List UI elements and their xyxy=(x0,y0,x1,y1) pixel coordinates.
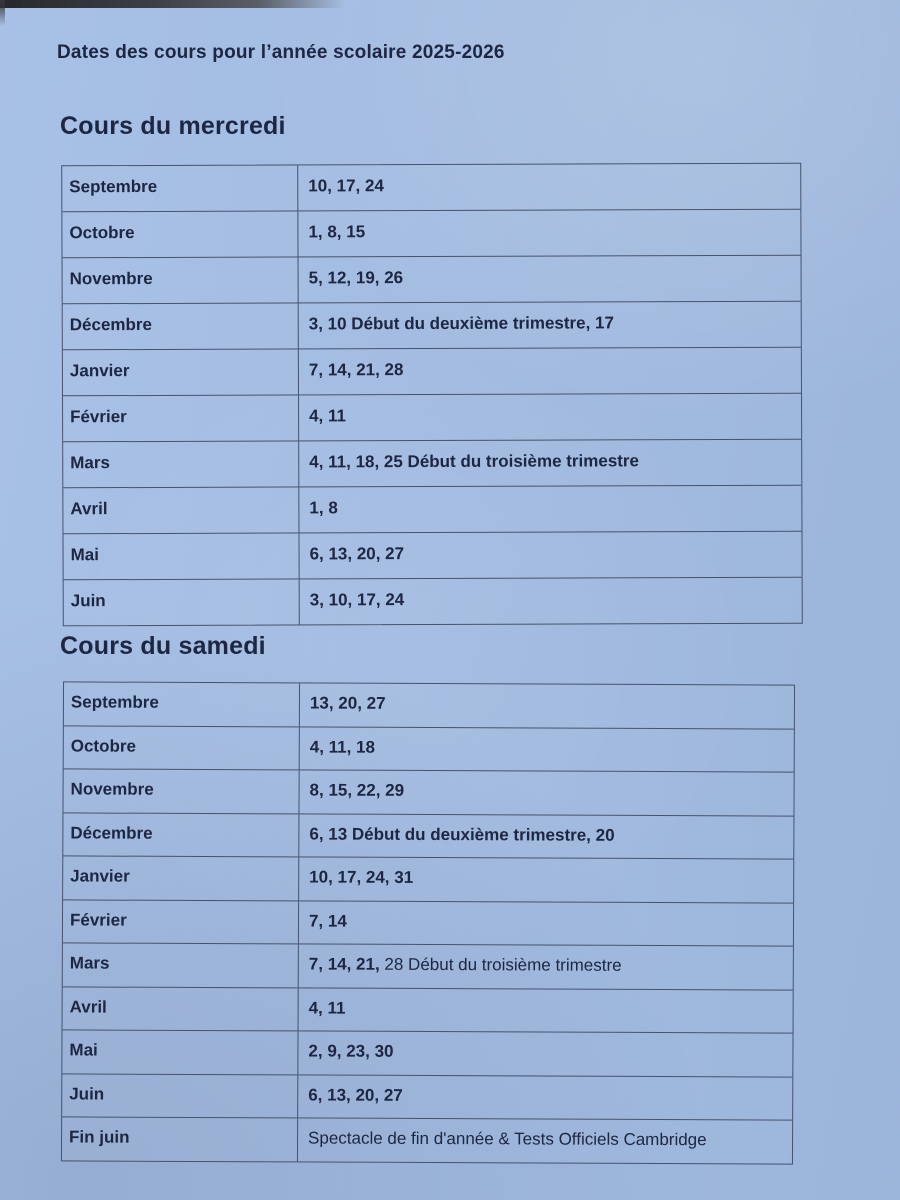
section-heading-mercredi: Cours du mercredi xyxy=(60,112,286,140)
photo-corner-shadow xyxy=(0,0,5,26)
month-cell: Octobre xyxy=(62,211,299,258)
dates-segment: 3, 10 Début du deuxième trimestre, 17 xyxy=(308,313,614,334)
table-row: Décembre 3, 10 Début du deuxième trimestr… xyxy=(62,300,801,350)
month-cell: Décembre xyxy=(62,303,299,350)
dates-cell: 3, 10, 17, 24 xyxy=(300,578,802,625)
dates-segment: 6, 13, 20, 27 xyxy=(308,1084,403,1105)
table-row: Avril 4, 11 xyxy=(62,985,793,1033)
month-cell: Fin juin xyxy=(61,1117,299,1161)
table-row: Janvier 10, 17, 24, 31 xyxy=(63,855,794,903)
dates-cell: 4, 11 xyxy=(299,988,793,1033)
dates-cell: 5, 12, 19, 26 xyxy=(299,256,801,303)
dates-segment: 6, 13, 20, 27 xyxy=(309,544,405,564)
month-cell: Avril xyxy=(62,986,299,1031)
table-row: Juin 6, 13, 20, 27 xyxy=(62,1072,793,1120)
table-row: Mars 7, 14, 21, 28 Début du troisième tri… xyxy=(62,942,793,990)
dates-segment: 10, 17, 24, 31 xyxy=(309,867,414,887)
dates-cell: 10, 17, 24 xyxy=(298,164,800,211)
schedule-table-mercredi: Septembre 10, 17, 24 Octobre 1, 8, 15 Novemb… xyxy=(61,162,803,627)
table-row: Fin juin Spectacle de fin d'année & Tests… xyxy=(61,1116,793,1164)
month-cell: Janvier xyxy=(63,856,300,900)
schedule-table-samedi: Septembre 13, 20, 27 Octobre 4, 11, 18 Novem… xyxy=(60,681,796,1165)
dates-segment: 28 Début du troisième trimestre xyxy=(384,954,622,975)
dates-cell: 10, 17, 24, 31 xyxy=(299,857,793,902)
dates-cell: 7, 14, 21, 28 xyxy=(299,348,801,395)
dates-cell: 1, 8 xyxy=(299,486,801,533)
dates-segment: 7, 14, 21, 28 xyxy=(308,360,404,380)
month-cell: Mai xyxy=(63,533,300,580)
dates-cell: 13, 20, 27 xyxy=(300,683,794,728)
dates-cell: 7, 14, 21, 28 Début du troisième trimest… xyxy=(299,944,793,989)
month-cell: Novembre xyxy=(63,769,300,813)
dates-cell: 1, 8, 15 xyxy=(298,210,800,257)
dates-segment: 4, 11 xyxy=(309,406,346,426)
table-row: Novembre 8, 15, 22, 29 xyxy=(63,768,794,816)
month-cell: Février xyxy=(62,899,300,944)
dates-cell: 4, 11, 18, 25 Début du troisième trimest… xyxy=(299,440,801,487)
dates-segment: 3, 10, 17, 24 xyxy=(309,590,405,610)
dates-segment: 1, 8 xyxy=(309,498,338,518)
month-cell: Avril xyxy=(63,487,300,534)
dates-segment: Spectacle de fin d'année & Tests Officie… xyxy=(308,1128,707,1150)
table-row: Mai 6, 13, 20, 27 xyxy=(63,530,802,580)
dates-cell: 3, 10 Début du deuxième trimestre, 17 xyxy=(299,302,801,349)
dates-cell: 6, 13, 20, 27 xyxy=(299,532,801,579)
month-cell: Décembre xyxy=(63,812,300,857)
section-heading-samedi: Cours du samedi xyxy=(60,632,266,660)
table-row: Octobre 1, 8, 15 xyxy=(62,208,801,258)
table-row: Juin 3, 10, 17, 24 xyxy=(63,576,802,626)
table-row: Septembre 13, 20, 27 xyxy=(63,682,794,728)
table-row: Septembre 10, 17, 24 xyxy=(62,164,800,212)
month-cell: Mars xyxy=(62,943,299,987)
dates-cell: 8, 15, 22, 29 xyxy=(299,770,793,815)
dates-segment: 4, 11 xyxy=(308,997,346,1018)
month-cell: Janvier xyxy=(62,349,299,396)
dates-cell: 4, 11, 18 xyxy=(300,727,794,772)
dates-cell: 2, 9, 23, 30 xyxy=(298,1031,792,1076)
month-cell: Février xyxy=(63,395,300,442)
month-cell: Mars xyxy=(63,441,300,488)
table-row: Octobre 4, 11, 18 xyxy=(63,724,794,772)
table-row: Mai 2, 9, 23, 30 xyxy=(62,1029,793,1077)
dates-cell: 6, 13, 20, 27 xyxy=(298,1075,792,1120)
dates-segment: 10, 17, 24 xyxy=(308,176,384,196)
dates-segment: 4, 11, 18, 25 Début du troisième trimest… xyxy=(309,451,640,472)
dates-cell: Spectacle de fin d'année & Tests Officie… xyxy=(298,1118,792,1163)
month-cell: Septembre xyxy=(62,165,299,212)
table-row: Décembre 6, 13 Début du deuxième trimestr… xyxy=(63,811,794,859)
dates-cell: 6, 13 Début du deuxième trimestre, 20 xyxy=(299,814,793,859)
dates-segment: 6, 13 Début du deuxième trimestre, 20 xyxy=(309,823,615,845)
table-row: Avril 1, 8 xyxy=(63,484,802,534)
photo-edge-shadow xyxy=(0,0,345,8)
table-row: Janvier 7, 14, 21, 28 xyxy=(62,346,801,396)
month-cell: Mai xyxy=(62,1030,299,1074)
dates-cell: 7, 14 xyxy=(299,901,793,946)
table-row: Février 4, 11 xyxy=(63,392,802,442)
table-row: Février 7, 14 xyxy=(62,898,794,946)
month-cell: Juin xyxy=(63,579,300,626)
dates-cell: 4, 11 xyxy=(299,394,801,441)
table-row: Novembre 5, 12, 19, 26 xyxy=(62,254,801,304)
dates-segment: 8, 15, 22, 29 xyxy=(309,780,405,800)
dates-segment: 13, 20, 27 xyxy=(309,693,386,713)
dates-segment: 7, 14 xyxy=(308,910,347,931)
dates-segment: 4, 11, 18 xyxy=(309,736,376,757)
dates-segment: 7, 14, 21, xyxy=(308,954,385,974)
document-title: Dates des cours pour l’année scolaire 20… xyxy=(57,42,505,63)
month-cell: Novembre xyxy=(62,257,299,304)
month-cell: Octobre xyxy=(63,725,300,770)
dates-segment: 2, 9, 23, 30 xyxy=(308,1041,394,1061)
dates-segment: 1, 8, 15 xyxy=(308,222,366,242)
month-cell: Juin xyxy=(62,1073,299,1118)
table-row: Mars 4, 11, 18, 25 Début du troisième tri… xyxy=(63,438,802,488)
month-cell: Septembre xyxy=(63,682,301,726)
dates-segment: 5, 12, 19, 26 xyxy=(308,268,404,288)
